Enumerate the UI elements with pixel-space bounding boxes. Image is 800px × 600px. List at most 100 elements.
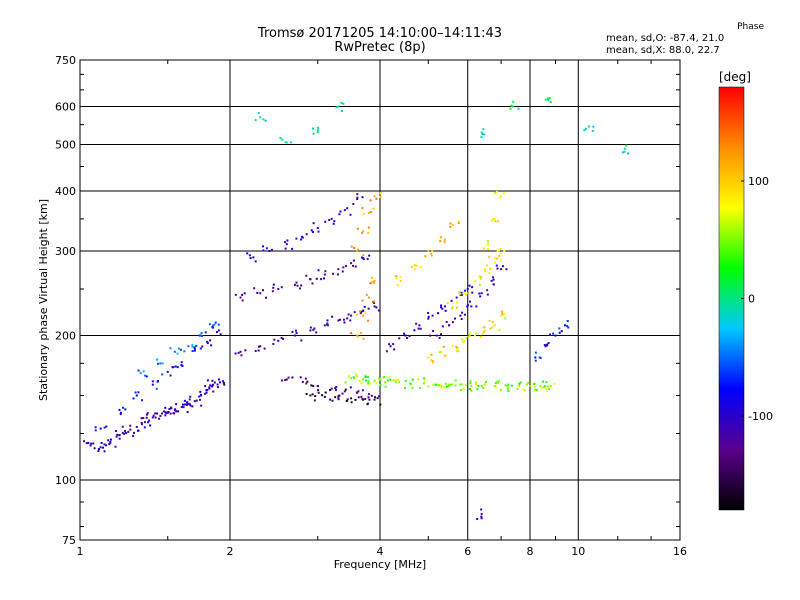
data-point <box>475 305 478 308</box>
data-point <box>109 438 112 441</box>
data-point <box>259 345 262 348</box>
data-point <box>533 388 536 391</box>
data-point <box>370 394 373 397</box>
data-point <box>352 264 355 267</box>
data-point <box>448 324 451 327</box>
x-tick-label: 6 <box>464 545 471 558</box>
data-point <box>394 381 397 384</box>
data-point <box>484 381 487 384</box>
data-point <box>379 403 382 406</box>
data-point <box>489 267 492 270</box>
data-point <box>404 334 407 337</box>
data-point <box>287 376 290 379</box>
data-point <box>209 339 212 342</box>
data-point <box>317 230 320 233</box>
data-point <box>430 353 433 356</box>
y-tick-label: 75 <box>62 534 76 547</box>
data-point <box>463 292 466 295</box>
data-point <box>484 268 487 271</box>
data-point <box>356 248 359 251</box>
data-point <box>373 300 376 303</box>
data-point <box>551 332 554 335</box>
data-point <box>336 273 339 276</box>
data-point <box>345 265 348 268</box>
data-point <box>249 257 252 260</box>
data-point <box>124 429 127 432</box>
data-point <box>486 264 489 267</box>
data-point <box>82 440 85 443</box>
data-point <box>534 359 537 362</box>
data-point <box>323 277 326 280</box>
data-point <box>169 374 172 377</box>
data-point <box>441 325 444 328</box>
data-point <box>339 318 342 321</box>
data-point <box>432 383 435 386</box>
data-point <box>234 352 237 355</box>
data-point <box>547 385 550 388</box>
data-point <box>457 221 460 224</box>
data-point <box>203 392 206 395</box>
data-point <box>349 213 352 216</box>
data-point <box>295 281 298 284</box>
data-point <box>529 384 531 387</box>
data-point <box>320 278 323 281</box>
data-point <box>293 283 296 286</box>
data-point <box>366 258 369 261</box>
data-point <box>140 399 143 402</box>
data-point <box>341 392 344 395</box>
data-point <box>460 293 463 296</box>
data-point <box>366 402 369 405</box>
data-point <box>309 326 312 329</box>
data-point <box>345 400 348 403</box>
data-point <box>331 315 334 318</box>
data-point <box>431 360 434 363</box>
data-point <box>419 327 422 330</box>
data-point <box>335 385 338 388</box>
data-point <box>243 292 246 295</box>
data-point <box>392 379 395 382</box>
data-point <box>427 317 430 320</box>
data-point <box>497 220 500 223</box>
data-point <box>566 320 569 323</box>
data-point <box>378 377 381 380</box>
data-point <box>432 329 435 332</box>
data-point <box>373 305 376 308</box>
data-point <box>516 388 519 391</box>
data-point <box>504 384 507 387</box>
data-point <box>337 395 340 398</box>
data-point <box>413 268 416 271</box>
data-point <box>543 344 546 347</box>
data-point <box>385 350 388 353</box>
data-point <box>284 379 287 382</box>
data-point <box>216 383 219 386</box>
data-point <box>494 261 497 264</box>
data-point <box>440 387 443 390</box>
data-point <box>413 264 416 267</box>
y-tick-label: 500 <box>55 139 76 152</box>
data-point <box>102 446 105 449</box>
data-point <box>174 408 177 411</box>
data-point <box>479 335 482 338</box>
data-point <box>305 233 308 236</box>
data-point <box>290 141 293 144</box>
data-point <box>205 389 208 392</box>
data-point <box>462 340 465 343</box>
data-point <box>461 311 464 314</box>
data-point <box>498 254 501 257</box>
data-point <box>451 305 454 308</box>
data-point <box>443 305 446 308</box>
data-point <box>210 344 213 347</box>
data-point <box>480 131 483 134</box>
data-point <box>127 430 130 433</box>
data-point <box>540 387 543 390</box>
colorbar-tick-label: -100 <box>748 410 773 423</box>
data-point <box>352 202 355 205</box>
data-point <box>507 390 510 393</box>
data-point <box>234 293 237 296</box>
data-point <box>358 379 361 382</box>
data-point <box>370 276 373 279</box>
data-point <box>395 379 398 382</box>
data-point <box>478 275 481 278</box>
data-point <box>212 383 215 386</box>
data-point <box>475 381 478 384</box>
